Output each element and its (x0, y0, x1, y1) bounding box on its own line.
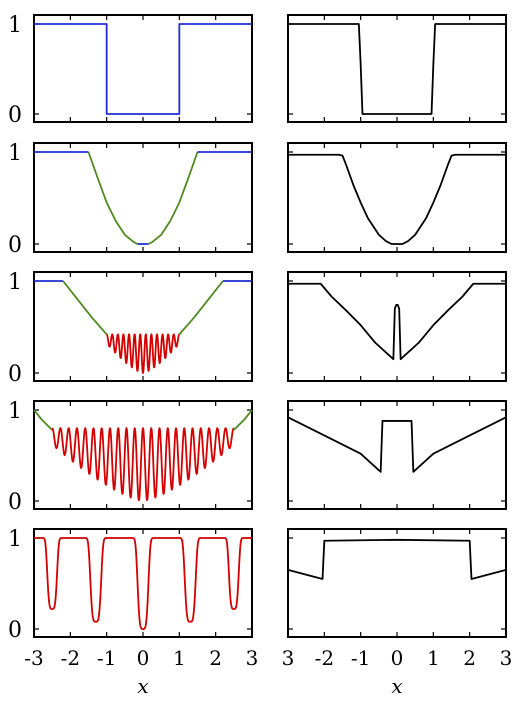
x-tick-label-left: 1 (173, 646, 186, 670)
y-tick-label-0: 0 (8, 618, 22, 643)
curve-left-3-seg-2 (105, 333, 181, 374)
curve-left-2-seg-3 (148, 151, 199, 245)
x-tick-label-left: 0 (137, 646, 150, 670)
y-tick-label-1: 1 (8, 141, 22, 166)
x-tick-label-left: 3 (246, 646, 259, 670)
curve-left-1-seg-0 (34, 23, 252, 115)
x-tick-label-right: 1 (427, 646, 440, 670)
y-tick-label-1: 1 (8, 399, 22, 424)
x-tick-label-right: -1 (351, 646, 370, 670)
panel-frame-left-5 (33, 528, 253, 638)
x-tick-label-right: 3 (500, 646, 513, 670)
curve-right-5-seg-0 (287, 538, 507, 580)
y-tick-label-0: 0 (8, 362, 22, 387)
x-tick-label-right: 0 (391, 646, 404, 670)
y-tick-label-1: 1 (8, 13, 22, 38)
x-tick-label-left: 2 (209, 646, 222, 670)
x-axis-label-left: x (137, 674, 148, 698)
y-tick-label-0: 0 (8, 490, 22, 515)
curve-left-4-seg-0 (33, 409, 53, 431)
y-tick-label-0: 0 (8, 233, 22, 258)
curve-left-3-seg-3 (178, 280, 224, 335)
x-axis-label-right: x (391, 674, 402, 698)
y-tick-label-0: 0 (8, 103, 22, 128)
curve-left-4-seg-1 (51, 427, 235, 502)
curve-left-3-seg-1 (62, 280, 108, 335)
x-tick-label-right: 2 (463, 646, 476, 670)
x-tick-label-right: -2 (315, 646, 334, 670)
panel-frame-right-2 (287, 142, 507, 253)
curve-left-4-seg-2 (233, 409, 253, 431)
x-tick-label-left: -2 (61, 646, 80, 670)
curve-right-1-seg-0 (288, 23, 506, 115)
curve-right-2-seg-0 (288, 153, 506, 245)
panel-frame-left-4 (33, 400, 253, 510)
y-tick-label-1: 1 (8, 527, 22, 552)
y-tick-label-1: 1 (8, 270, 22, 295)
x-tick-label-right: 3 (282, 646, 295, 670)
curve-right-3-seg-0 (288, 282, 506, 361)
curve-left-5-seg-0 (33, 537, 253, 630)
panel-frame-right-3 (287, 271, 507, 382)
x-tick-label-left: -3 (24, 646, 43, 670)
curve-right-4-seg-0 (287, 416, 507, 473)
x-tick-label-left: -1 (97, 646, 116, 670)
panel-frame-right-5 (287, 528, 507, 638)
curve-left-2-seg-1 (87, 151, 138, 245)
panel-frame-right-4 (287, 400, 507, 510)
panel-frame-left-2 (33, 142, 253, 253)
panel-frame-left-1 (33, 14, 253, 123)
panel-frame-right-1 (287, 14, 507, 123)
